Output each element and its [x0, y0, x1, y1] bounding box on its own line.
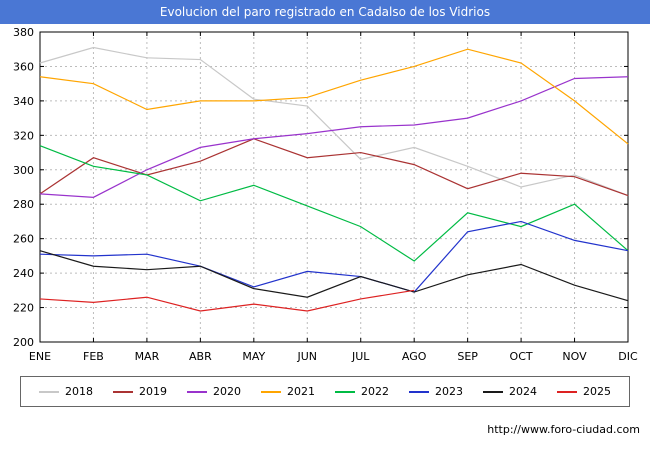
x-axis-label: JUN — [297, 350, 318, 363]
x-axis-label: AGO — [402, 350, 427, 363]
legend-label: 2021 — [287, 385, 315, 398]
title-bar: Evolucion del paro registrado en Cadalso… — [0, 0, 650, 24]
legend-swatch — [113, 390, 133, 393]
chart-title: Evolucion del paro registrado en Cadalso… — [159, 5, 491, 19]
series-line-2021 — [39, 48, 629, 145]
plot-border — [39, 31, 629, 343]
x-axis-label: OCT — [510, 350, 533, 363]
legend: 2018 2019 2020 2021 2022 2023 2024 2025 — [20, 376, 630, 407]
x-axis-label: DIC — [618, 350, 638, 363]
y-axis-label: 260 — [13, 233, 34, 246]
chart-canvas: 200 220 240 260 280 300 320 340 360 380 ENE FEB MAR A… — [13, 26, 638, 363]
series-line-2020 — [39, 76, 629, 198]
legend-label: 2025 — [583, 385, 611, 398]
legend-label: 2022 — [361, 385, 389, 398]
footer: http://www.foro-ciudad.com — [0, 407, 650, 436]
x-axis-label: MAR — [135, 350, 160, 363]
y-axis-label: 220 — [13, 302, 34, 315]
y-axis-label: 340 — [13, 95, 34, 108]
x-axis-label: ABR — [189, 350, 212, 363]
series-line-2022 — [39, 145, 629, 262]
legend-item-2022: 2022 — [335, 385, 389, 398]
y-axis-label: 240 — [13, 267, 34, 280]
y-axis-label: 360 — [13, 60, 34, 73]
legend-swatch — [557, 390, 577, 393]
legend-wrap: 2018 2019 2020 2021 2022 2023 2024 2025 — [0, 376, 650, 407]
y-axis-label: 380 — [13, 26, 34, 39]
series-line-2018 — [39, 46, 629, 197]
legend-item-2019: 2019 — [113, 385, 167, 398]
legend-label: 2024 — [509, 385, 537, 398]
x-axis-label: JUL — [351, 350, 370, 363]
legend-label: 2023 — [435, 385, 463, 398]
legend-swatch — [409, 390, 429, 393]
y-axis-label: 320 — [13, 129, 34, 142]
legend-swatch — [335, 390, 355, 393]
legend-item-2023: 2023 — [409, 385, 463, 398]
legend-item-2020: 2020 — [187, 385, 241, 398]
series-line-2023 — [39, 220, 629, 293]
x-axis-label: SEP — [457, 350, 478, 363]
legend-item-2025: 2025 — [557, 385, 611, 398]
legend-item-2021: 2021 — [261, 385, 315, 398]
x-axis-label: NOV — [562, 350, 587, 363]
x-axis-label: FEB — [83, 350, 104, 363]
x-axis-label: ENE — [29, 350, 51, 363]
legend-swatch — [187, 390, 207, 393]
series-line-2024 — [39, 250, 629, 302]
legend-label: 2020 — [213, 385, 241, 398]
legend-swatch — [261, 390, 281, 393]
footer-link[interactable]: http://www.foro-ciudad.com — [487, 423, 640, 436]
series-line-2019 — [39, 138, 629, 197]
legend-swatch — [39, 390, 59, 393]
y-axis-label: 300 — [13, 164, 34, 177]
legend-label: 2018 — [65, 385, 93, 398]
legend-item-2024: 2024 — [483, 385, 537, 398]
series-line-2025 — [39, 289, 415, 312]
legend-item-2018: 2018 — [39, 385, 93, 398]
y-axis-label: 280 — [13, 198, 34, 211]
y-axis-label: 200 — [13, 336, 34, 349]
legend-label: 2019 — [139, 385, 167, 398]
legend-swatch — [483, 390, 503, 393]
x-axis-label: MAY — [242, 350, 265, 363]
